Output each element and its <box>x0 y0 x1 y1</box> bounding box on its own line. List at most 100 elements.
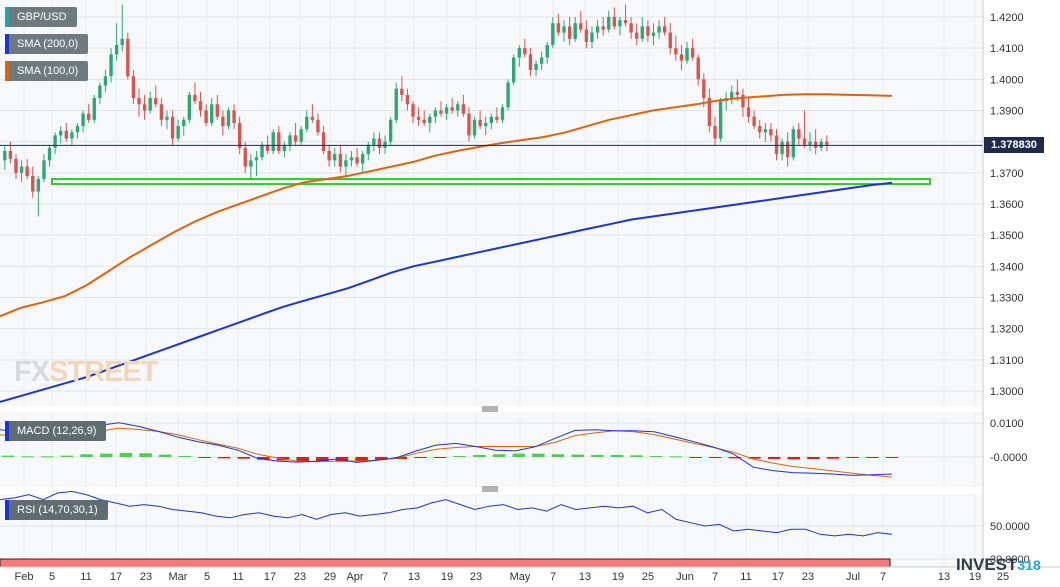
candle-body <box>299 129 303 142</box>
candle-body <box>556 23 561 33</box>
candle-body <box>512 57 516 83</box>
candle-body <box>293 135 298 142</box>
candle-body <box>53 135 57 148</box>
macd-histogram-bar <box>257 457 270 460</box>
price-tick-label: 1.4200 <box>990 12 1024 24</box>
legend-rsi[interactable]: RSI (14,70,30,1) <box>5 500 108 520</box>
candle-body <box>774 135 779 155</box>
candle-body <box>590 32 594 42</box>
candle-body <box>226 110 231 127</box>
candle-body <box>159 104 164 120</box>
macd-histogram-bar <box>591 454 604 457</box>
candle-body <box>433 110 438 117</box>
candle-body <box>109 54 113 77</box>
macd-histogram-bar <box>826 457 840 459</box>
candle-body <box>674 48 678 55</box>
rsi-tick-label: 50.0000 <box>990 521 1030 533</box>
x-tick-label: 7 <box>382 571 388 583</box>
gridlines <box>0 0 983 567</box>
candle-body <box>713 126 717 139</box>
macd-histogram-bar <box>178 455 192 457</box>
macd-histogram-bar <box>748 457 761 459</box>
candle-body <box>523 48 527 55</box>
macd-histogram-bar <box>532 453 545 457</box>
x-tick-label: 17 <box>772 571 784 583</box>
candle-body <box>277 132 281 152</box>
x-axis: Feb 5 11 17 23 Mar 5 11 17 23 29 Apr 7 13 19 23 May 7 13 19… <box>15 571 1010 583</box>
candle-body <box>36 179 41 192</box>
rsi-indicator <box>0 490 893 537</box>
price-tick-label: 1.3200 <box>990 324 1024 336</box>
candle-body <box>31 175 35 192</box>
candle-body <box>142 104 147 111</box>
candle-body <box>730 91 734 99</box>
legend-macd[interactable]: MACD (12,26,9) <box>5 421 107 441</box>
candle-body <box>349 157 354 161</box>
candle-body <box>467 113 471 136</box>
candle-body <box>42 160 46 180</box>
candle-body <box>735 91 740 95</box>
macd-histogram-bar <box>708 457 722 459</box>
legend-sma200[interactable]: SMA (200,0) <box>5 34 89 54</box>
macd-histogram-bar <box>885 457 899 458</box>
candle-body <box>646 26 650 36</box>
candle-body <box>802 138 807 145</box>
macd-histogram-bar <box>689 457 702 458</box>
candle-body <box>25 166 29 176</box>
macd-histogram-bar <box>551 454 565 457</box>
candle-body <box>690 48 695 58</box>
macd-histogram-bar <box>99 453 113 457</box>
x-tick-label: 23 <box>294 571 306 583</box>
price-tick-label: 1.4100 <box>990 43 1024 55</box>
candle-body <box>618 20 622 27</box>
candle-body <box>584 29 589 42</box>
candle-body <box>484 122 488 127</box>
x-tick-label: 19 <box>441 571 453 583</box>
x-tick-label: Mar <box>169 571 188 583</box>
candle-body <box>439 110 443 114</box>
candle-body <box>14 158 18 173</box>
candle-body <box>411 104 415 117</box>
candle-body <box>394 88 398 120</box>
candle-body <box>265 144 270 152</box>
rsi-tick-label: 30.0000 <box>990 554 1030 566</box>
macd-histogram-bar <box>492 454 506 457</box>
macd-histogram-bar <box>139 453 152 457</box>
candle-body <box>539 57 544 64</box>
candle-body <box>758 126 762 133</box>
candle-body <box>741 94 745 108</box>
watermark-street: STREET <box>49 356 158 388</box>
candle-body <box>607 17 611 30</box>
macd-histogram-bar <box>316 457 329 462</box>
candle-body <box>361 154 365 164</box>
candle-body <box>752 116 756 127</box>
x-tick-label: 11 <box>740 571 751 583</box>
candle-body <box>3 151 7 161</box>
panel-resize-handles[interactable] <box>482 406 498 492</box>
candle-body <box>685 48 689 61</box>
x-tick-label: 13 <box>938 571 950 583</box>
candle-body <box>696 57 700 80</box>
candle-body <box>400 88 404 95</box>
candle-body <box>81 113 85 127</box>
candle-body <box>825 141 829 145</box>
macd-histogram-bar <box>807 457 820 460</box>
candle-body <box>372 138 376 145</box>
macd-histogram-bar <box>866 457 879 458</box>
legend-symbol[interactable]: GBP/USD <box>5 7 77 27</box>
macd-tick-label: 0.0100 <box>990 418 1024 430</box>
candlesticks <box>3 4 829 217</box>
candle-body <box>377 138 382 148</box>
legend-sma100[interactable]: SMA (100,0) <box>5 61 89 81</box>
candle-body <box>450 107 454 111</box>
price-tick-label: 1.3100 <box>990 355 1024 367</box>
candle-body <box>786 141 790 158</box>
candle-body <box>98 85 102 99</box>
macd-histogram-bar <box>60 455 74 457</box>
candle-body <box>422 119 426 123</box>
candle-body <box>573 23 577 39</box>
candle-body <box>243 147 247 167</box>
price-tick-label: 1.4000 <box>990 74 1024 86</box>
macd-histogram-bar <box>650 455 663 457</box>
